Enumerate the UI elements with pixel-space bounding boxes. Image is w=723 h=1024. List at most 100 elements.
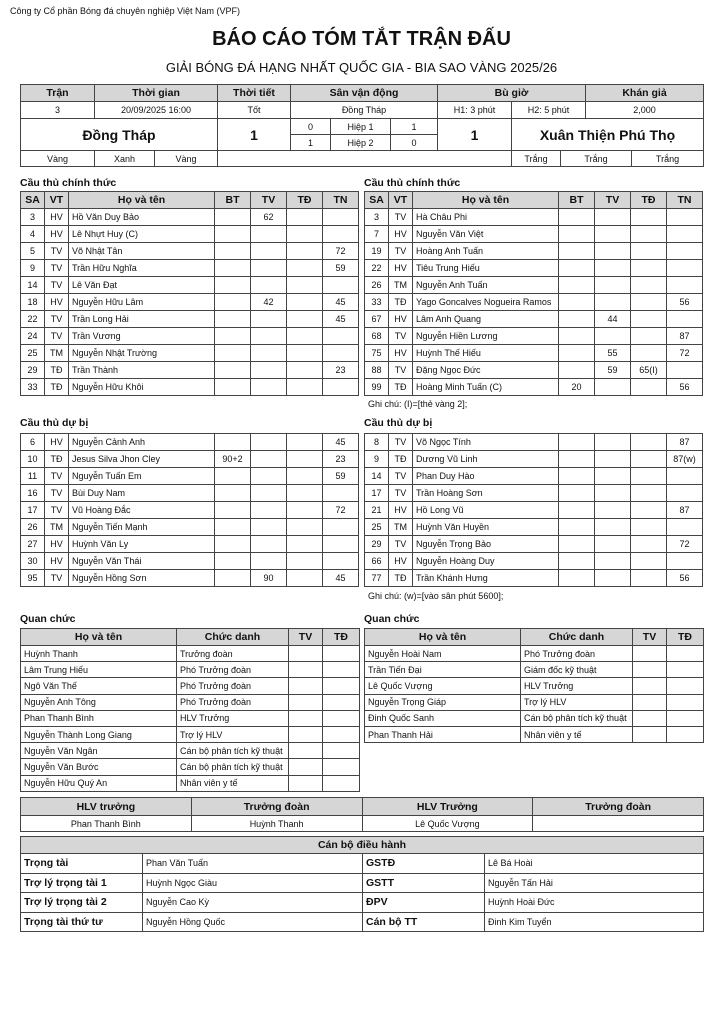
official-cell: Đinh Quốc Sanh <box>364 709 521 727</box>
player-cell <box>322 344 359 362</box>
player-cell: Huỳnh Văn Huyền <box>412 518 559 536</box>
official-role: Trợ lý trọng tài 1 <box>20 872 143 893</box>
player-cell: HV <box>388 225 413 243</box>
player-cell <box>250 552 287 570</box>
official-cell: Huỳnh Thanh <box>20 645 177 663</box>
header-cell: Thời gian <box>94 84 218 102</box>
player-cell: 87 <box>666 327 703 345</box>
player-cell <box>630 310 667 328</box>
player-cell: TĐ <box>44 450 69 468</box>
cell: H2: 5 phút <box>511 101 586 119</box>
header-cell: Trưởng đoàn <box>190 797 363 816</box>
player-cell <box>558 518 595 536</box>
player-cell: 99 <box>364 378 389 396</box>
player-cell <box>594 225 631 243</box>
official-cell: Nhân viên y tế <box>176 774 289 792</box>
header-cell: Sân vận động <box>290 84 438 102</box>
header-cell: Cán bộ điều hành <box>20 836 704 854</box>
player-cell: 65(I) <box>630 361 667 379</box>
player-cell: 33 <box>20 378 45 396</box>
player-cell <box>666 552 703 570</box>
half-score: 0 <box>390 134 438 151</box>
official-name: Đinh Kim Tuyển <box>484 911 704 932</box>
kit-color: Trắng <box>560 150 632 167</box>
player-cell: Huỳnh Văn Ly <box>68 535 215 553</box>
player-cell: 72 <box>322 501 359 519</box>
player-cell: 10 <box>20 450 45 468</box>
header-cell: Chức danh <box>176 628 289 646</box>
player-cell: Dương Vũ Linh <box>412 450 559 468</box>
player-cell: 9 <box>20 259 45 277</box>
player-cell <box>558 225 595 243</box>
player-cell: 25 <box>20 344 45 362</box>
player-cell <box>286 293 323 311</box>
player-cell <box>250 225 287 243</box>
player-cell <box>666 310 703 328</box>
official-cell <box>322 726 360 744</box>
official-cell <box>288 726 323 744</box>
player-cell <box>214 569 251 587</box>
player-cell <box>630 450 667 468</box>
player-cell: Võ Nhật Tân <box>68 242 215 260</box>
player-cell <box>594 276 631 294</box>
cell: 2,000 <box>585 101 704 119</box>
player-cell <box>214 552 251 570</box>
player-cell: 59 <box>322 259 359 277</box>
official-cell <box>322 774 360 792</box>
player-cell: 6 <box>20 433 45 451</box>
player-cell: 72 <box>666 344 703 362</box>
player-cell <box>286 344 323 362</box>
official-cell: Nguyễn Văn Ngân <box>20 742 177 760</box>
player-cell <box>630 501 667 519</box>
kit-color: Trắng <box>511 150 561 167</box>
half-score: Hiệp 2 <box>330 134 391 151</box>
player-cell: 17 <box>20 501 45 519</box>
header-cell: Trưởng đoàn <box>532 797 704 816</box>
player-cell: Hoàng Anh Tuấn <box>412 242 559 260</box>
player-cell: 14 <box>20 276 45 294</box>
player-cell: 4 <box>20 225 45 243</box>
player-cell: TV <box>44 259 69 277</box>
section-title: Cầu thủ dự bị <box>20 417 89 429</box>
player-cell <box>666 467 703 485</box>
player-cell <box>666 242 703 260</box>
player-cell <box>594 378 631 396</box>
header-cell: Họ và tên <box>412 191 559 209</box>
player-cell: 87 <box>666 501 703 519</box>
player-cell <box>250 501 287 519</box>
player-cell: 24 <box>20 327 45 345</box>
player-cell <box>630 225 667 243</box>
player-cell: Nguyễn Tuấn Em <box>68 467 215 485</box>
player-cell: HV <box>388 552 413 570</box>
cell: 3 <box>20 101 95 119</box>
official-name: Lê Bá Hoài <box>484 853 704 874</box>
header-cell: TN <box>322 191 359 209</box>
player-cell: HV <box>388 501 413 519</box>
player-cell: 45 <box>322 433 359 451</box>
player-cell <box>666 208 703 226</box>
player-cell: 21 <box>364 501 389 519</box>
header-cell: Họ và tên <box>364 628 521 646</box>
coach-name: Huỳnh Thanh <box>190 815 363 832</box>
player-cell: TV <box>44 467 69 485</box>
player-cell <box>286 535 323 553</box>
player-cell: Lê Nhựt Huy (C) <box>68 225 215 243</box>
header-cell: SA <box>20 191 45 209</box>
player-cell: 45 <box>322 293 359 311</box>
player-cell: 33 <box>364 293 389 311</box>
player-cell <box>286 259 323 277</box>
player-cell: Võ Ngọc Tính <box>412 433 559 451</box>
header-cell: TV <box>594 191 631 209</box>
official-cell <box>322 661 360 679</box>
official-cell: Giám đốc kỹ thuật <box>520 661 633 679</box>
player-cell <box>558 467 595 485</box>
official-cell: Ngô Văn Thế <box>20 677 177 695</box>
player-cell <box>630 518 667 536</box>
official-cell: HLV Trưởng <box>176 709 289 727</box>
player-cell: HV <box>388 344 413 362</box>
player-cell <box>666 484 703 502</box>
player-cell: TV <box>388 484 413 502</box>
official-cell <box>666 726 704 744</box>
player-cell <box>250 344 287 362</box>
header-cell: TV <box>250 191 287 209</box>
